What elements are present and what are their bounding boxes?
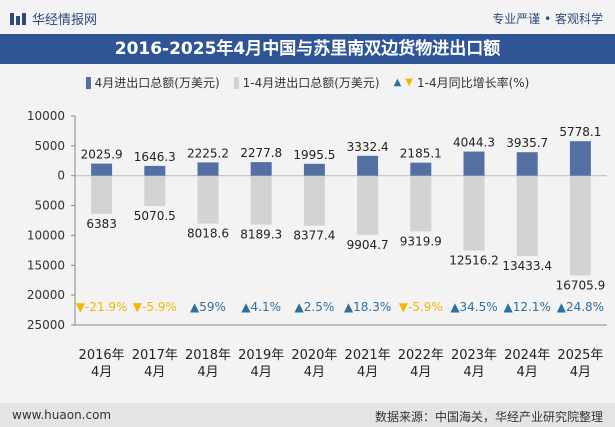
- monthly-data-label: 3935.7: [506, 136, 548, 150]
- footer: www.huaon.com 数据来源：中国海关，华经产业研究院整理: [0, 403, 615, 427]
- x-tick-label: 4月: [91, 365, 112, 380]
- y-tick-label: 0: [57, 169, 65, 183]
- growth-label: ▲59%: [190, 300, 226, 314]
- y-tick-label: 5000: [34, 139, 65, 153]
- growth-label: ▲12.1%: [504, 300, 551, 314]
- cumulative-bar: [303, 175, 325, 226]
- cumulative-data-label: 12516.2: [449, 253, 499, 267]
- monthly-data-label: 4044.3: [453, 136, 495, 150]
- x-tick-label: 4月: [570, 365, 591, 380]
- cumulative-data-label: 8377.4: [293, 229, 335, 243]
- monthly-bar: [91, 163, 113, 176]
- monthly-data-label: 3332.4: [347, 140, 389, 154]
- growth-label: ▲2.5%: [295, 300, 335, 314]
- growth-label: ▲4.1%: [241, 300, 281, 314]
- legend-label-growth: 1-4月同比增长率(%): [417, 76, 530, 90]
- x-tick-label: 2016年: [79, 348, 125, 363]
- tagline: 专业严谨 • 客观科学: [492, 12, 603, 26]
- growth-label: ▼-5.9%: [399, 300, 443, 314]
- y-tick-label: 25000: [27, 318, 65, 332]
- monthly-bar: [410, 162, 432, 176]
- x-tick-label: 2018年: [185, 348, 231, 363]
- legend: 4月进出口总额(万美元) 1-4月进出口总额(万美元) ▲ ▼ 1-4月同比增长…: [0, 74, 615, 91]
- monthly-bar: [144, 165, 166, 176]
- cumulative-bar: [197, 175, 219, 224]
- y-tick-label: 10000: [27, 228, 65, 242]
- x-tick-label: 4月: [197, 365, 218, 380]
- monthly-data-label: 2277.8: [240, 146, 282, 160]
- chart-title: 2016-2025年4月中国与苏里南双边货物进出口额: [0, 34, 615, 64]
- x-tick-label: 2024年: [504, 348, 550, 363]
- x-tick-label: 4月: [357, 365, 378, 380]
- brand-name: 华经情报网: [32, 13, 98, 28]
- monthly-bar: [569, 141, 591, 176]
- monthly-bar: [463, 151, 485, 176]
- monthly-data-label: 2185.1: [400, 147, 442, 161]
- up-triangle-icon: ▲: [393, 77, 402, 88]
- monthly-data-label: 2025.9: [81, 148, 123, 162]
- footer-url: www.huaon.com: [12, 408, 112, 422]
- cumulative-data-label: 13433.4: [502, 259, 552, 273]
- x-tick-label: 2023年: [451, 348, 497, 363]
- monthly-bar: [197, 162, 219, 176]
- growth-label: ▲24.8%: [557, 300, 604, 314]
- legend-item-monthly: 4月进出口总额(万美元): [85, 74, 220, 91]
- footer-source: 数据来源：中国海关，华经产业研究院整理: [374, 410, 603, 424]
- x-tick-label: 4月: [144, 365, 165, 380]
- cumulative-data-label: 9904.7: [347, 238, 389, 252]
- legend-label-monthly: 4月进出口总额(万美元): [94, 76, 220, 90]
- y-tick-label: 5000: [34, 199, 65, 213]
- monthly-bar: [516, 152, 538, 176]
- x-tick-label: 2025年: [557, 348, 603, 363]
- x-tick-label: 2021年: [345, 348, 391, 363]
- cumulative-data-label: 6383: [86, 217, 117, 231]
- cumulative-bar: [516, 175, 538, 256]
- y-tick-label: 10000: [27, 109, 65, 123]
- monthly-bar: [357, 155, 379, 176]
- x-tick-label: 2019年: [238, 348, 284, 363]
- x-tick-label: 4月: [304, 365, 325, 380]
- monthly-data-label: 2225.2: [187, 146, 229, 160]
- x-tick-label: 2022年: [398, 348, 444, 363]
- cumulative-data-label: 8189.3: [240, 228, 282, 242]
- growth-label: ▲34.5%: [450, 300, 497, 314]
- y-tick-label: 20000: [27, 288, 65, 302]
- legend-item-cumulative: 1-4月进出口总额(万美元): [233, 74, 380, 91]
- monthly-data-label: 5778.1: [559, 125, 601, 139]
- x-tick-label: 2017年: [132, 348, 178, 363]
- cumulative-data-label: 16705.9: [556, 278, 606, 292]
- top-bar: 华经情报网 专业严谨 • 客观科学: [0, 0, 615, 34]
- monthly-data-label: 1646.3: [134, 150, 176, 164]
- growth-label: ▲18.3%: [344, 300, 391, 314]
- monthly-bar: [250, 162, 272, 176]
- down-triangle-icon: ▼: [405, 77, 413, 88]
- cumulative-bar: [569, 175, 591, 276]
- cumulative-data-label: 5070.5: [134, 209, 176, 223]
- growth-label: ▼-5.9%: [133, 300, 177, 314]
- legend-swatch-cumulative: [233, 76, 239, 89]
- x-tick-label: 2020年: [291, 348, 337, 363]
- x-tick-label: 4月: [517, 365, 538, 380]
- y-tick-label: 15000: [27, 258, 65, 272]
- monthly-bar: [303, 163, 325, 176]
- brand: 华经情报网: [10, 9, 97, 28]
- cumulative-bar: [250, 175, 272, 225]
- legend-swatch-monthly: [85, 76, 91, 89]
- cumulative-bar: [357, 175, 379, 235]
- cumulative-data-label: 9319.9: [400, 234, 442, 248]
- x-tick-label: 4月: [251, 365, 272, 380]
- legend-label-cumulative: 1-4月进出口总额(万美元): [242, 76, 380, 90]
- legend-item-growth: ▲ ▼ 1-4月同比增长率(%): [394, 74, 530, 91]
- cumulative-bar: [463, 175, 485, 251]
- brand-logo-icon: [10, 12, 26, 25]
- x-tick-label: 4月: [463, 365, 484, 380]
- growth-label: ▼-21.9%: [76, 300, 128, 314]
- cumulative-bar: [410, 175, 432, 232]
- cumulative-bar: [144, 175, 166, 206]
- cumulative-data-label: 8018.6: [187, 227, 229, 241]
- cumulative-bar: [91, 175, 113, 214]
- monthly-data-label: 1995.5: [293, 148, 335, 162]
- chart-plot: 10000 5000 0 5000 10000 15000 20000 25000 2025.9…: [27, 109, 607, 380]
- x-tick-label: 4月: [410, 365, 431, 380]
